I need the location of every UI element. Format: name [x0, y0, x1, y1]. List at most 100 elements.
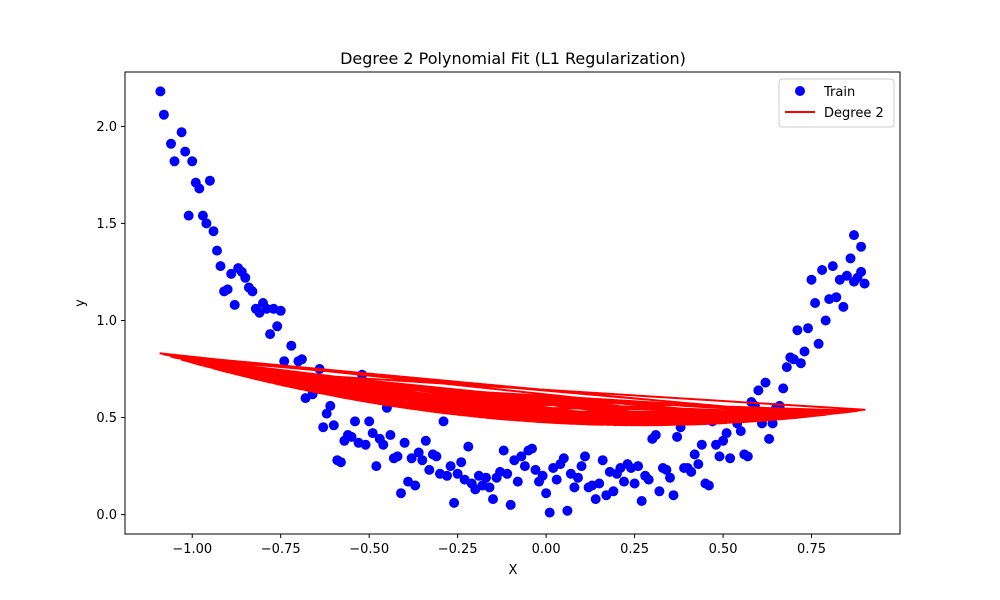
- train-point-122: [608, 486, 619, 497]
- train-point-31: [272, 321, 283, 332]
- train-point-68: [417, 455, 428, 466]
- train-point-72: [431, 451, 442, 462]
- train-point-45: [335, 457, 346, 468]
- train-point-12: [204, 175, 215, 186]
- degree-2-fit-line: [159, 352, 866, 427]
- train-point-118: [594, 478, 605, 489]
- train-point-135: [654, 486, 665, 497]
- train-point-22: [240, 272, 251, 283]
- train-point-91: [498, 445, 509, 456]
- train-point-177: [803, 323, 813, 334]
- legend: Train Degree 2: [778, 78, 895, 128]
- legend-fit-label: Degree 2: [824, 106, 884, 121]
- train-point-32: [275, 305, 286, 316]
- train-point-193: [856, 241, 867, 252]
- train-point-52: [360, 439, 371, 450]
- train-point-102: [537, 470, 548, 481]
- y-axis: 0.0 0.5 1.0 1.5 2.0: [96, 120, 125, 523]
- x-axis-label: X: [509, 563, 518, 578]
- legend-train-marker: [795, 86, 805, 96]
- train-point-194: [856, 266, 867, 277]
- train-point-140: [672, 431, 683, 442]
- x-tick-label-2: −0.50: [349, 542, 389, 557]
- train-point-54: [367, 428, 378, 439]
- y-tick-label-1: 0.5: [96, 411, 117, 426]
- train-point-147: [696, 439, 707, 450]
- train-point-108: [558, 453, 569, 464]
- train-point-153: [718, 435, 729, 446]
- train-point-34: [286, 340, 297, 351]
- train-point-97: [519, 461, 530, 472]
- train-point-170: [778, 383, 789, 394]
- train-point-6: [183, 210, 194, 221]
- x-tick-label-6: 0.50: [709, 542, 738, 557]
- train-point-24: [247, 286, 258, 297]
- train-point-29: [265, 329, 276, 340]
- train-point-187: [838, 301, 849, 312]
- train-point-36: [296, 354, 307, 365]
- train-point-139: [668, 490, 679, 501]
- fit-lines: [159, 352, 866, 427]
- train-point-134: [650, 430, 661, 440]
- train-point-185: [831, 292, 842, 303]
- train-point-179: [810, 298, 821, 308]
- legend-train-label: Train: [823, 85, 855, 100]
- train-point-40: [318, 422, 329, 433]
- train-point-181: [817, 265, 828, 275]
- train-point-188: [841, 270, 852, 281]
- train-point-77: [449, 497, 460, 508]
- train-point-3: [169, 156, 180, 167]
- train-point-10: [197, 210, 208, 221]
- y-tick-label-4: 2.0: [96, 120, 117, 135]
- train-point-13: [208, 226, 219, 237]
- train-point-17: [222, 284, 233, 295]
- x-tick-label-0: −1.00: [172, 542, 212, 557]
- train-point-59: [385, 430, 396, 440]
- train-point-15: [215, 261, 226, 272]
- chart-title: Degree 2 Polynomial Fit (L1 Regularizati…: [340, 49, 686, 68]
- train-point-109: [562, 505, 573, 516]
- train-point-144: [686, 466, 697, 477]
- x-tick-label-7: 0.75: [797, 542, 826, 557]
- train-point-78: [452, 468, 463, 479]
- train-point-104: [544, 507, 555, 518]
- train-point-165: [760, 377, 771, 388]
- train-point-178: [806, 274, 817, 285]
- train-point-163: [753, 385, 764, 396]
- train-point-138: [665, 472, 675, 483]
- x-axis: −1.00 −0.75 −0.50 −0.25 0.00 0.25 0.50 0.75: [172, 534, 826, 557]
- train-point-53: [364, 416, 375, 427]
- train-point-7: [187, 156, 198, 167]
- train-point-63: [399, 437, 410, 448]
- train-point-92: [502, 468, 513, 479]
- train-point-76: [445, 461, 456, 472]
- train-point-9: [194, 183, 205, 194]
- train-point-49: [350, 416, 360, 427]
- train-point-195: [859, 278, 870, 289]
- train-point-87: [484, 482, 495, 493]
- train-point-171: [781, 362, 792, 373]
- train-point-158: [735, 426, 746, 437]
- train-point-4: [176, 127, 187, 138]
- train-point-1: [158, 109, 169, 120]
- train-point-65: [406, 453, 417, 464]
- train-point-62: [396, 488, 406, 499]
- train-point-184: [827, 261, 838, 272]
- train-point-114: [580, 451, 590, 462]
- plot-frame: [124, 71, 901, 535]
- train-point-119: [597, 455, 608, 466]
- train-point-99: [527, 443, 537, 454]
- train-point-57: [378, 439, 389, 450]
- train-point-42: [325, 400, 336, 411]
- train-point-66: [410, 480, 421, 491]
- train-point-96: [516, 451, 527, 462]
- train-point-130: [636, 496, 647, 506]
- train-point-28: [261, 303, 272, 314]
- train-point-69: [420, 435, 431, 446]
- train-point-18: [226, 268, 237, 279]
- train-point-11: [201, 218, 212, 229]
- train-point-146: [693, 459, 704, 470]
- train-point-95: [512, 476, 523, 487]
- x-tick-label-1: −0.75: [261, 542, 301, 557]
